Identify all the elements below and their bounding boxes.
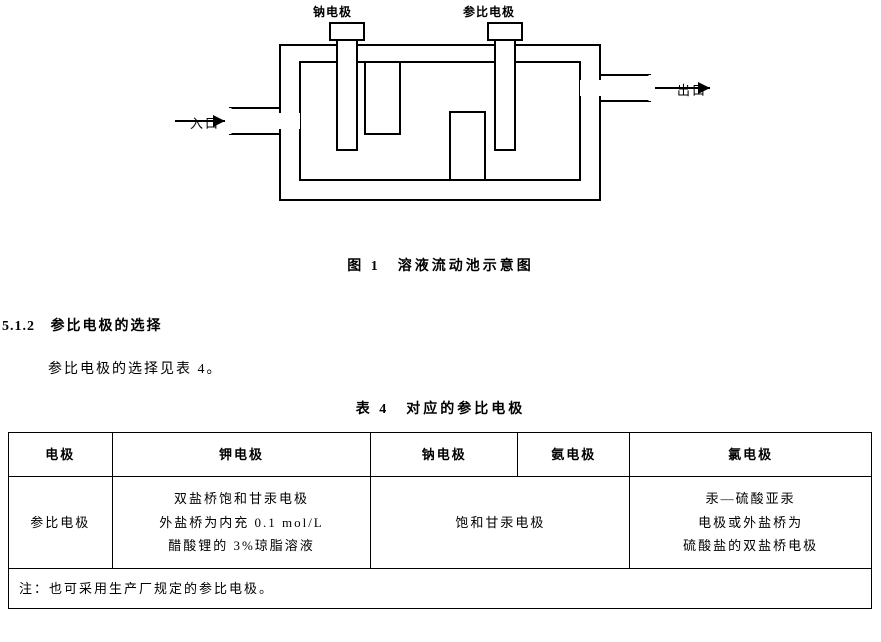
table-data-row: 参比电极 双盐桥饱和甘汞电极外盐桥为内充 0.1 mol/L醋酸锂的 3%琼脂溶… bbox=[9, 477, 872, 568]
figure-caption: 图 1 溶液流动池示意图 bbox=[0, 255, 881, 275]
table-caption: 表 4 对应的参比电极 bbox=[0, 398, 881, 418]
page: 钠电极 参比电极 入口 出口 图 1 溶液流动池示意图 5.1.2 参比电极的选… bbox=[0, 0, 881, 642]
cell-potassium: 双盐桥饱和甘汞电极外盐桥为内充 0.1 mol/L醋酸锂的 3%琼脂溶液 bbox=[112, 477, 371, 568]
col-chlorine: 氯电极 bbox=[630, 433, 872, 477]
table-note: 注：也可采用生产厂规定的参比电极。 bbox=[9, 568, 872, 608]
flowcell-svg bbox=[170, 0, 730, 210]
cell-sodium-ammonia: 饱和甘汞电极 bbox=[371, 477, 630, 568]
table-wrap: 电极 钾电极 钠电极 氨电极 氯电极 参比电极 双盐桥饱和甘汞电极外盐桥为内充 … bbox=[8, 432, 872, 609]
inlet-label: 入口 bbox=[190, 113, 220, 132]
electrode-label-left: 钠电极 bbox=[313, 3, 352, 20]
col-sodium: 钠电极 bbox=[371, 433, 518, 477]
section-number: 5.1.2 bbox=[2, 319, 35, 334]
table-note-row: 注：也可采用生产厂规定的参比电极。 bbox=[9, 568, 872, 608]
outlet-label: 出口 bbox=[677, 80, 707, 99]
section-body: 参比电极的选择见表 4。 bbox=[48, 358, 223, 378]
table-header-row: 电极 钾电极 钠电极 氨电极 氯电极 bbox=[9, 433, 872, 477]
flowcell-diagram: 钠电极 参比电极 入口 出口 bbox=[170, 0, 730, 210]
reference-electrode-table: 电极 钾电极 钠电极 氨电极 氯电极 参比电极 双盐桥饱和甘汞电极外盐桥为内充 … bbox=[8, 432, 872, 609]
section-heading: 5.1.2 参比电极的选择 bbox=[2, 315, 163, 335]
electrode-label-right: 参比电极 bbox=[463, 3, 515, 20]
section-title: 参比电极的选择 bbox=[51, 319, 163, 334]
row-label: 参比电极 bbox=[9, 477, 113, 568]
col-potassium: 钾电极 bbox=[112, 433, 371, 477]
col-electrode: 电极 bbox=[9, 433, 113, 477]
col-ammonia: 氨电极 bbox=[518, 433, 630, 477]
cell-chlorine: 汞—硫酸亚汞电极或外盐桥为硫酸盐的双盐桥电极 bbox=[630, 477, 872, 568]
